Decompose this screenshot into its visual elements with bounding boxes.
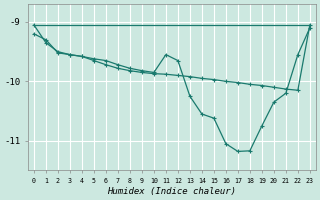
X-axis label: Humidex (Indice chaleur): Humidex (Indice chaleur) xyxy=(108,187,236,196)
